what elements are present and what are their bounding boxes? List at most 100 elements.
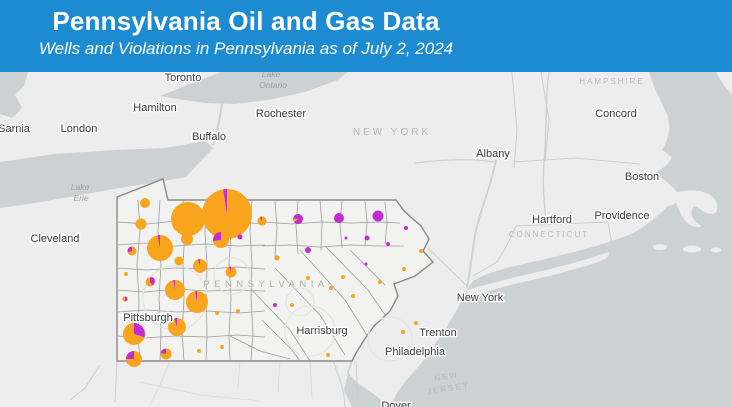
pie-marker[interactable]: [401, 330, 405, 334]
pie-marker[interactable]: [334, 213, 344, 223]
map-label: London: [61, 123, 98, 135]
pie-marker[interactable]: [364, 235, 370, 241]
pie-marker[interactable]: [135, 218, 147, 230]
pie-marker[interactable]: [124, 272, 128, 276]
pie-marker[interactable]: [212, 232, 229, 248]
pie-marker[interactable]: [257, 216, 267, 226]
pie-marker[interactable]: [305, 247, 311, 253]
delaware-bay: [344, 374, 388, 407]
pie-marker[interactable]: [414, 321, 418, 325]
pie-marker[interactable]: [344, 236, 348, 240]
pie-marker[interactable]: [351, 294, 355, 298]
map-label: Harrisburg: [296, 325, 347, 337]
mohawk-river: [414, 159, 495, 164]
dashboard-subtitle: Wells and Violations in Pennsylvania as …: [38, 39, 454, 58]
map-label: Erie: [73, 193, 88, 203]
pie-marker[interactable]: [185, 290, 208, 313]
pie-marker[interactable]: [386, 242, 390, 246]
pie-marker[interactable]: [146, 235, 173, 261]
map-label: CONNECTICUT: [509, 230, 589, 239]
cape-cod: [674, 190, 718, 228]
map-label: Ontario: [259, 80, 287, 90]
niagara-river: [212, 103, 223, 146]
connecticut-river: [542, 71, 550, 226]
pie-marker[interactable]: [419, 249, 423, 253]
state-borders: [69, 71, 641, 403]
hudson-river: [466, 159, 497, 289]
pie-marker[interactable]: [402, 267, 406, 271]
pie-marker[interactable]: [202, 188, 253, 239]
pie-marker[interactable]: [171, 202, 205, 236]
pie-marker[interactable]: [174, 256, 184, 266]
pie-marker[interactable]: [215, 311, 219, 315]
pie-marker[interactable]: [273, 303, 277, 307]
map-canvas[interactable]: Toronto Hamilton Buffalo Rochester Sarnia Lon…: [0, 69, 732, 407]
pie-marker[interactable]: [122, 296, 128, 302]
pie-marker[interactable]: [326, 353, 330, 357]
map-label: Boston: [625, 171, 659, 183]
pie-marker[interactable]: [145, 277, 155, 287]
map-label: NEW: [434, 370, 460, 383]
pie-marker[interactable]: [306, 276, 310, 280]
map-label: Providence: [594, 210, 649, 222]
pie-markers-layer: [122, 188, 423, 367]
pie-marker[interactable]: [122, 323, 145, 346]
pie-marker[interactable]: [404, 226, 408, 230]
south-county-lines: [139, 360, 313, 406]
map-label: Lake: [71, 182, 90, 192]
pie-marker[interactable]: [127, 246, 137, 256]
map-label: Hartford: [532, 214, 572, 226]
island: [683, 245, 701, 253]
map-label: Rochester: [256, 108, 306, 120]
pie-marker[interactable]: [160, 348, 172, 360]
map-label: NEW YORK: [353, 127, 431, 138]
pie-marker[interactable]: [236, 309, 240, 313]
map-label: Dover: [381, 400, 411, 407]
map-label: Philadelphia: [385, 346, 446, 358]
header-banner: Pennsylvania Oil and Gas Data Wells and …: [0, 0, 732, 72]
island: [711, 247, 721, 253]
pie-marker[interactable]: [192, 259, 207, 273]
pie-marker[interactable]: [220, 345, 224, 349]
pie-marker[interactable]: [341, 275, 345, 279]
island: [653, 244, 667, 250]
map-label: Toronto: [165, 72, 202, 84]
atlantic-ocean: [391, 72, 732, 407]
lake-huron-corner: [0, 72, 28, 118]
map-label: Pittsburgh: [123, 312, 173, 324]
pie-marker[interactable]: [372, 210, 384, 222]
pie-marker[interactable]: [167, 318, 186, 336]
pie-marker[interactable]: [165, 280, 186, 300]
pie-marker[interactable]: [181, 233, 193, 245]
map-label: HAMPSHIRE: [579, 77, 645, 86]
maine-corner-land: [716, 72, 732, 95]
map-label: Cleveland: [31, 233, 80, 245]
pie-marker[interactable]: [237, 234, 243, 240]
long-island: [466, 252, 610, 298]
map-label: New York: [457, 292, 504, 304]
pie-marker[interactable]: [292, 214, 303, 224]
pie-marker[interactable]: [225, 266, 237, 278]
map-label: Concord: [595, 108, 637, 120]
map-label: PENNSYLVANIA: [203, 279, 328, 290]
pie-marker[interactable]: [274, 255, 280, 261]
map-labels-layer: Toronto Hamilton Buffalo Rochester Sarnia Lon…: [0, 69, 661, 407]
pie-marker[interactable]: [197, 349, 201, 353]
dashboard-title: Pennsylvania Oil and Gas Data: [52, 6, 440, 36]
pie-marker[interactable]: [126, 351, 142, 367]
map-label: Trenton: [419, 327, 457, 339]
map-label: Lake: [262, 72, 281, 79]
map-label: Albany: [476, 148, 510, 160]
pie-marker[interactable]: [329, 286, 333, 290]
lake-erie: [0, 141, 213, 208]
pie-marker[interactable]: [364, 262, 368, 266]
pie-marker[interactable]: [290, 303, 294, 307]
pie-marker[interactable]: [378, 280, 382, 284]
basemap-svg: Toronto Hamilton Buffalo Rochester Sarnia Lon…: [0, 69, 732, 407]
map-label: Sarnia: [0, 123, 31, 135]
lake-ontario: [160, 72, 348, 104]
map-label: Hamilton: [133, 102, 176, 114]
map-label: Buffalo: [192, 131, 226, 143]
pie-marker[interactable]: [140, 198, 150, 208]
